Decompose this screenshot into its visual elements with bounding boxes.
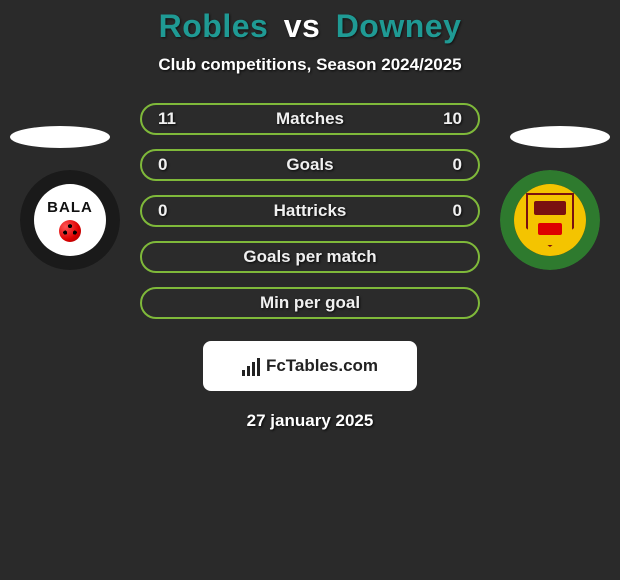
stat-right-value: 0 <box>453 155 462 175</box>
stat-row-goals-per-match: Goals per match <box>140 241 480 273</box>
crest-inner <box>514 184 586 256</box>
stat-label: Goals per match <box>142 247 478 267</box>
stat-row-hattricks: 0 Hattricks 0 <box>140 195 480 227</box>
subtitle: Club competitions, Season 2024/2025 <box>0 55 620 75</box>
vs-label: vs <box>284 8 321 44</box>
stat-label: Matches <box>142 109 478 129</box>
date-label: 27 january 2025 <box>0 411 620 431</box>
brand-text: FcTables.com <box>266 356 378 376</box>
crest-left-text: BALA <box>47 199 93 216</box>
ball-icon <box>59 220 81 242</box>
stat-row-goals: 0 Goals 0 <box>140 149 480 181</box>
stat-right-value: 10 <box>443 109 462 129</box>
brand-prefix: Fc <box>266 356 286 375</box>
brand-badge: FcTables.com <box>203 341 417 391</box>
stat-left-value: 0 <box>158 201 167 221</box>
stat-right-value: 0 <box>453 201 462 221</box>
stat-left-value: 0 <box>158 155 167 175</box>
player1-oval-icon <box>10 126 110 148</box>
brand-bars-icon <box>242 356 260 376</box>
player2-name: Downey <box>336 8 462 44</box>
stat-label: Hattricks <box>142 201 478 221</box>
crest-inner: BALA <box>34 184 106 256</box>
player2-club-crest <box>500 170 600 270</box>
brand-rest: Tables.com <box>286 356 378 375</box>
stat-label: Min per goal <box>142 293 478 313</box>
player1-club-crest: BALA <box>20 170 120 270</box>
player1-name: Robles <box>159 8 269 44</box>
player2-oval-icon <box>510 126 610 148</box>
stat-row-min-per-goal: Min per goal <box>140 287 480 319</box>
shield-icon <box>526 193 574 247</box>
stat-left-value: 11 <box>158 109 176 129</box>
page-title: Robles vs Downey <box>0 8 620 45</box>
stat-label: Goals <box>142 155 478 175</box>
stat-row-matches: 11 Matches 10 <box>140 103 480 135</box>
